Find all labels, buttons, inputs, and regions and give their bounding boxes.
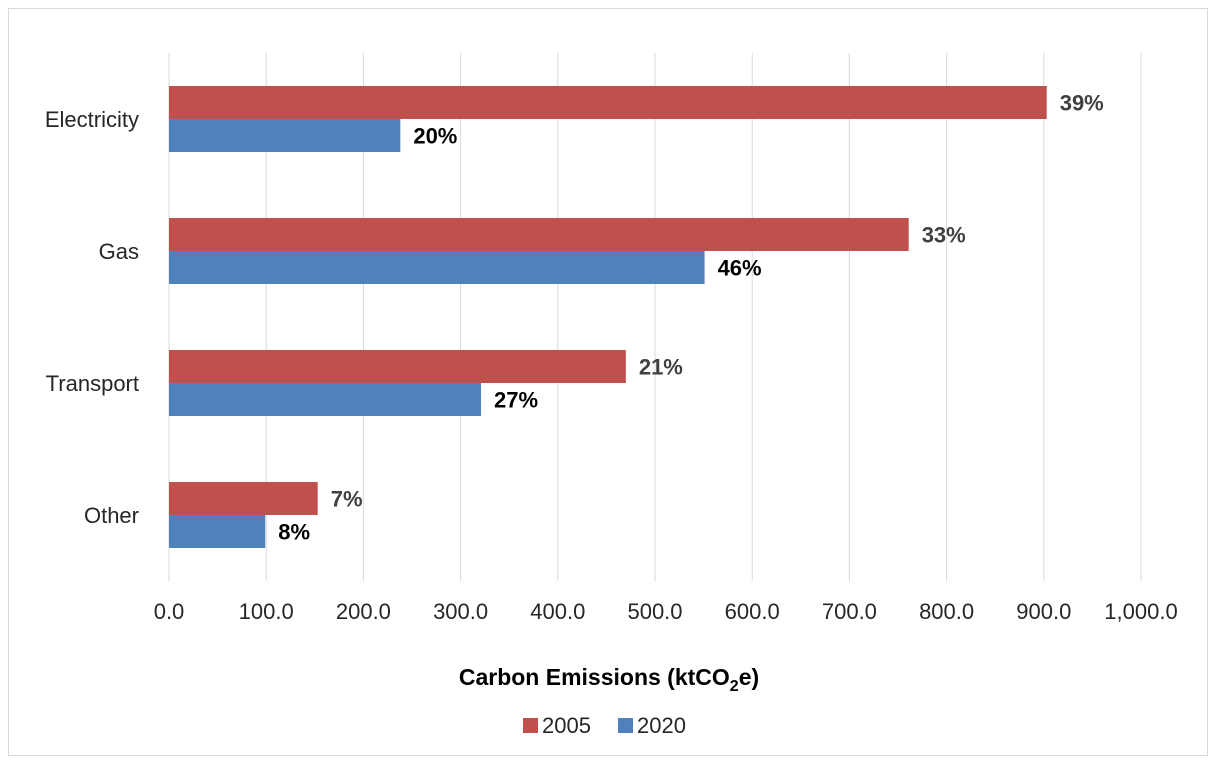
x-tick-label: 600.0: [725, 599, 780, 624]
x-tick-label: 200.0: [336, 599, 391, 624]
legend-swatch: [618, 718, 633, 733]
bar-2005-gas: [169, 218, 909, 251]
bar-2020-transport: [169, 383, 482, 416]
bar-2005-other: [169, 482, 318, 515]
data-label: 8%: [278, 520, 310, 545]
bar-2020-gas: [169, 251, 705, 284]
category-label: Other: [84, 503, 139, 528]
legend-swatch: [523, 718, 538, 733]
bar-2005-transport: [169, 350, 626, 383]
legend-label: 2020: [637, 713, 686, 738]
x-tick-label: 1,000.0: [1104, 599, 1177, 624]
legend-label: 2005: [542, 713, 591, 738]
data-label: 27%: [494, 388, 538, 413]
axis-title-part: e): [739, 664, 759, 690]
bar-2005-electricity: [169, 86, 1047, 119]
category-labels: Electricity Gas Transport Other: [45, 107, 139, 528]
bars: [169, 86, 1047, 548]
data-label: 46%: [718, 256, 762, 281]
category-label: Transport: [46, 371, 139, 396]
data-label: 33%: [922, 223, 966, 248]
legend: 2005 2020: [523, 713, 686, 738]
category-label: Gas: [99, 239, 139, 264]
category-label: Electricity: [45, 107, 139, 132]
bar-2020-electricity: [169, 119, 401, 152]
data-label: 39%: [1060, 91, 1104, 116]
axis-title-part: Carbon Emissions (ktCO: [459, 664, 730, 690]
emissions-bar-chart: 39% 20% 33% 46% 21% 27% 7% 8% 0.0 100.0 200.0 300.…: [45, 53, 1178, 738]
x-tick-label: 500.0: [627, 599, 682, 624]
axis-title-subscript: 2: [730, 678, 739, 695]
bar-2020-other: [169, 515, 266, 548]
x-tick-label: 100.0: [239, 599, 294, 624]
chart-frame: 39% 20% 33% 46% 21% 27% 7% 8% 0.0 100.0 200.0 300.…: [8, 8, 1208, 756]
data-label: 21%: [639, 355, 683, 380]
x-tick-label: 400.0: [530, 599, 585, 624]
x-tick-label: 0.0: [154, 599, 185, 624]
x-tick-label: 900.0: [1016, 599, 1071, 624]
x-tick-label: 700.0: [822, 599, 877, 624]
x-tick-labels: 0.0 100.0 200.0 300.0 400.0 500.0 600.0 700.0 80…: [154, 599, 1178, 624]
x-tick-label: 300.0: [433, 599, 488, 624]
x-tick-label: 800.0: [919, 599, 974, 624]
data-label: 7%: [331, 487, 363, 512]
data-label: 20%: [413, 124, 457, 149]
data-labels: 39% 20% 33% 46% 21% 27% 7% 8%: [278, 91, 1104, 545]
x-axis-title: Carbon Emissions (ktCO2e): [459, 664, 759, 695]
